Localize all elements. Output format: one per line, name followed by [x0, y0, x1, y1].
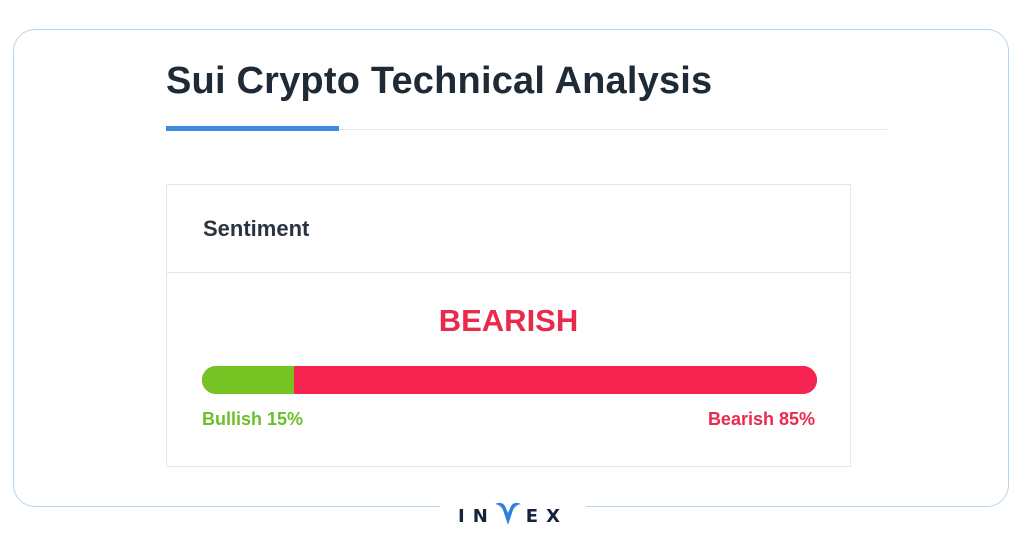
sentiment-card-header: Sentiment [167, 185, 850, 273]
sentiment-verdict: BEARISH [438, 303, 579, 338]
brand-wordmark: IN EX [440, 501, 586, 527]
bearish-percentage-label: Bearish 85% [707, 409, 815, 429]
brand-logo: IN EX [440, 490, 586, 530]
page-title: Sui Crypto Technical Analysis [166, 60, 713, 102]
sentiment-bar [202, 366, 817, 394]
brand-text-right: EX [525, 506, 568, 527]
sentiment-bar-bearish-segment [294, 366, 817, 394]
brand-backdrop [440, 488, 586, 538]
sentiment-card-title: Sentiment [203, 215, 310, 241]
bullish-percentage-label: Bullish 15% [202, 409, 304, 429]
title-accent-bar [166, 126, 339, 131]
sentiment-card: Sentiment BEARISH Bullish 15% Bearish 85… [166, 184, 851, 467]
title-divider [166, 129, 887, 130]
sentiment-bar-bullish-segment [202, 366, 295, 394]
invex-logo-icon [494, 502, 521, 525]
brand-text-left: IN [458, 506, 496, 527]
